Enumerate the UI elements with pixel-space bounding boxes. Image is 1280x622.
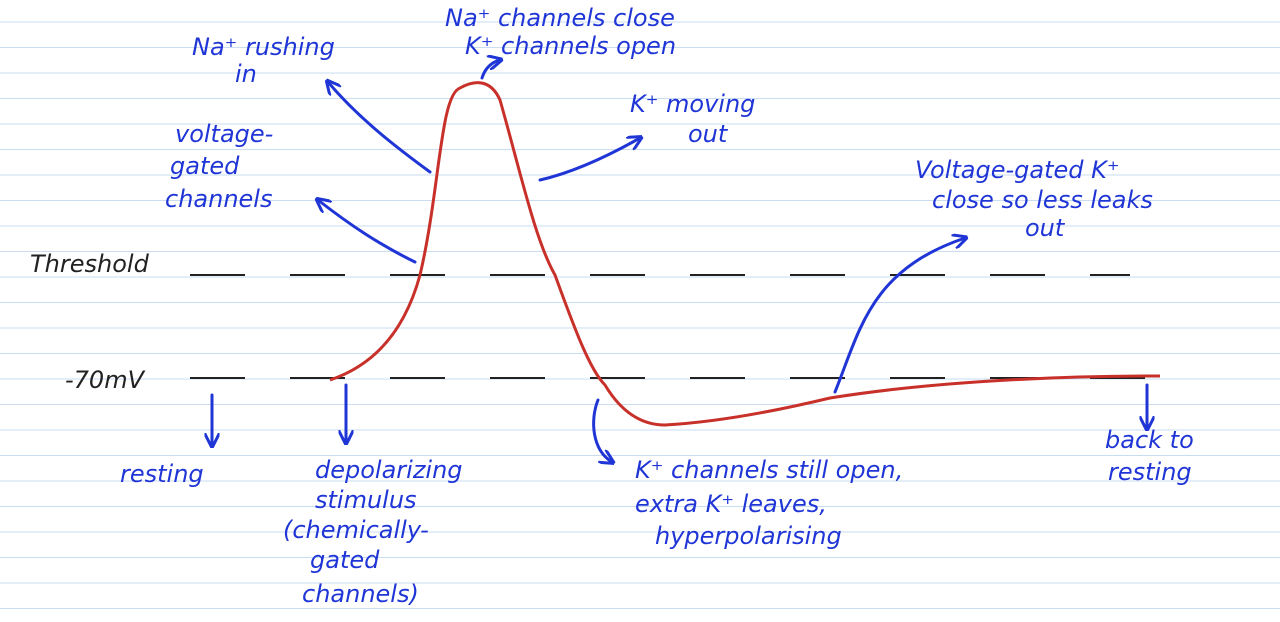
arrow	[538, 138, 640, 182]
label-line: channels	[165, 185, 272, 213]
arrow	[318, 200, 417, 264]
label-line: stimulus	[315, 486, 417, 514]
ruled-lines	[0, 21, 1280, 609]
arrow	[833, 238, 965, 394]
label-line: resting	[1108, 458, 1192, 486]
label-line: close so less leaks	[932, 186, 1153, 214]
label-line: out	[1025, 214, 1066, 242]
label-line: K⁺ channels still open,	[635, 456, 903, 484]
label-line: Voltage-gated K⁺	[915, 156, 1120, 184]
arrow	[592, 398, 612, 462]
label-line: (chemically-	[283, 516, 429, 544]
arrow	[480, 60, 500, 80]
label-line: K⁺ moving	[630, 90, 755, 118]
label-line: K⁺ channels open	[465, 32, 676, 60]
label-line: channels)	[302, 580, 419, 608]
arrows	[212, 60, 1147, 462]
label-line: out	[688, 120, 729, 148]
label-line: extra K⁺ leaves,	[635, 490, 827, 518]
label-line: hyperpolarising	[655, 522, 842, 550]
label-line: voltage-	[175, 120, 273, 148]
label-line: -70mV	[65, 366, 146, 394]
label-line: in	[235, 60, 257, 88]
label-line: Na⁺ rushing	[192, 33, 335, 61]
action-potential-curve	[329, 81, 1161, 427]
label-line: Threshold	[30, 250, 150, 278]
label-line: depolarizing	[315, 456, 463, 484]
label-line: back to	[1105, 426, 1194, 454]
label-line: resting	[120, 460, 204, 488]
label-line: gated	[310, 546, 380, 574]
label-line: Na⁺ channels close	[445, 4, 675, 32]
label-line: gated	[170, 152, 240, 180]
arrow	[328, 82, 432, 174]
